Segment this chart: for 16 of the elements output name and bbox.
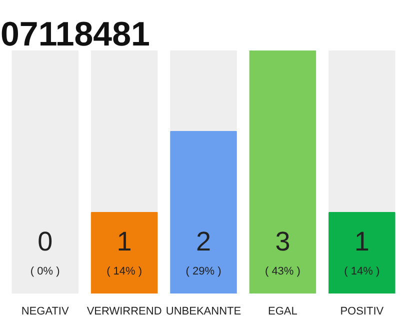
data-label: 0: [38, 226, 53, 256]
annotation: ( 29% ): [186, 266, 222, 278]
data-label: 1: [116, 226, 132, 256]
x-tick-label: UNBEKANNTE: [166, 306, 242, 318]
annotation: ( 14% ): [106, 266, 142, 278]
annotation: ( 0% ): [30, 266, 60, 278]
chart-title: 07118481: [0, 16, 150, 54]
annotation: ( 43% ): [264, 266, 300, 278]
x-tick-label: VERWIRREND: [86, 306, 162, 318]
data-label: 3: [275, 226, 290, 256]
annotation: ( 14% ): [344, 266, 380, 278]
data-label: 1: [354, 226, 370, 256]
data-label: 2: [196, 226, 212, 256]
x-tick-label: EGAL: [268, 306, 298, 318]
x-tick-label: NEGATIV: [21, 306, 70, 318]
x-tick-label: POSITIV: [340, 306, 384, 318]
